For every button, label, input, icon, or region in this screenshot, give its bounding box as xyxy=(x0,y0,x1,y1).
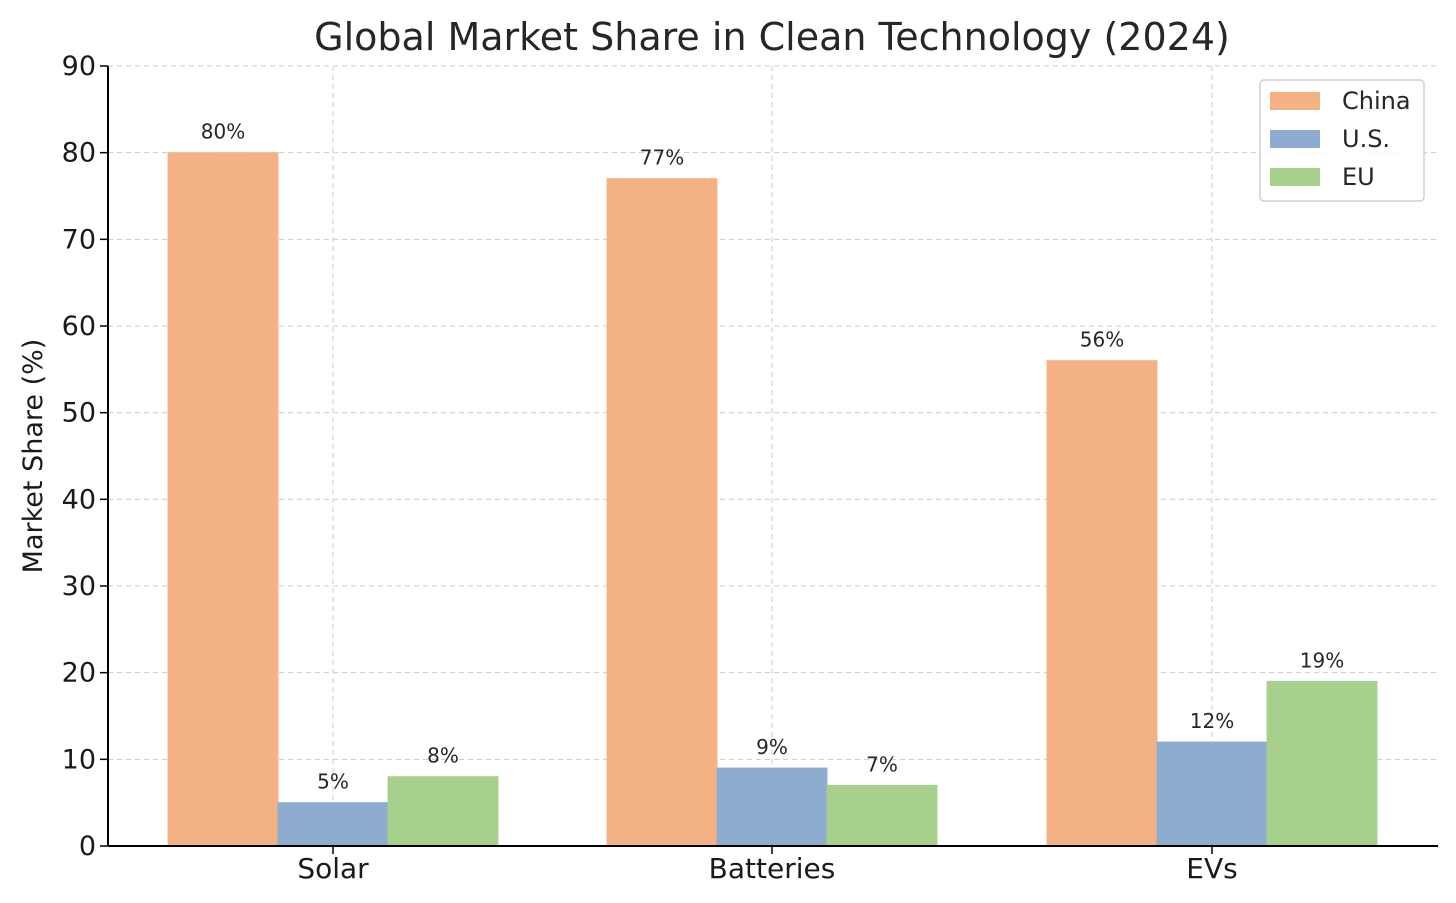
legend: China U.S. EU xyxy=(1259,79,1425,202)
data-label: 80% xyxy=(201,120,245,144)
data-label: 12% xyxy=(1190,709,1234,733)
y-tick-label: 0 xyxy=(79,831,96,862)
y-tick-label: 90 xyxy=(62,51,96,82)
data-label: 5% xyxy=(317,770,349,794)
tick-labels: 0 10 20 30 40 50 60 70 80 90 Solar Batteries EVs xyxy=(62,51,1238,885)
x-tick-label: Batteries xyxy=(709,852,836,885)
y-axis-label: Market Share (%) xyxy=(18,339,49,574)
grid-lines xyxy=(108,65,1438,846)
x-tick-label: EVs xyxy=(1186,852,1237,885)
axes xyxy=(100,65,1438,854)
legend-swatch xyxy=(1270,168,1320,186)
bar-eu-evs xyxy=(1266,680,1378,847)
bar-us-solar xyxy=(277,802,389,847)
legend-label: U.S. xyxy=(1342,125,1390,153)
y-tick-label: 80 xyxy=(62,138,96,169)
bars xyxy=(167,152,1378,847)
bar-eu-solar xyxy=(387,776,499,847)
data-label: 8% xyxy=(427,744,459,768)
legend-label: EU xyxy=(1342,163,1375,191)
data-labels: 80% 5% 8% 77% 9% 7% 56% 12% 19% xyxy=(201,120,1344,794)
legend-swatch xyxy=(1270,92,1320,110)
data-label: 7% xyxy=(866,752,898,776)
y-tick-label: 70 xyxy=(62,224,96,255)
bar-us-batteries xyxy=(716,767,828,847)
data-label: 56% xyxy=(1080,328,1124,352)
bar-eu-batteries xyxy=(826,784,938,847)
y-tick-label: 60 xyxy=(62,311,96,342)
data-label: 19% xyxy=(1300,648,1344,672)
bar-china-solar xyxy=(167,152,279,847)
data-label: 77% xyxy=(640,146,684,170)
legend-swatch xyxy=(1270,130,1320,148)
chart-title: Global Market Share in Clean Technology … xyxy=(314,15,1230,59)
y-tick-label: 50 xyxy=(62,398,96,429)
y-tick-label: 20 xyxy=(62,658,96,689)
bar-china-batteries xyxy=(606,178,718,847)
bar-china-evs xyxy=(1046,360,1158,847)
legend-label: China xyxy=(1342,87,1411,115)
y-tick-label: 40 xyxy=(62,484,96,515)
y-tick-label: 30 xyxy=(62,571,96,602)
x-tick-label: Solar xyxy=(297,852,369,885)
y-tick-label: 10 xyxy=(62,744,96,775)
data-label: 9% xyxy=(756,735,788,759)
bar-us-evs xyxy=(1156,741,1268,847)
